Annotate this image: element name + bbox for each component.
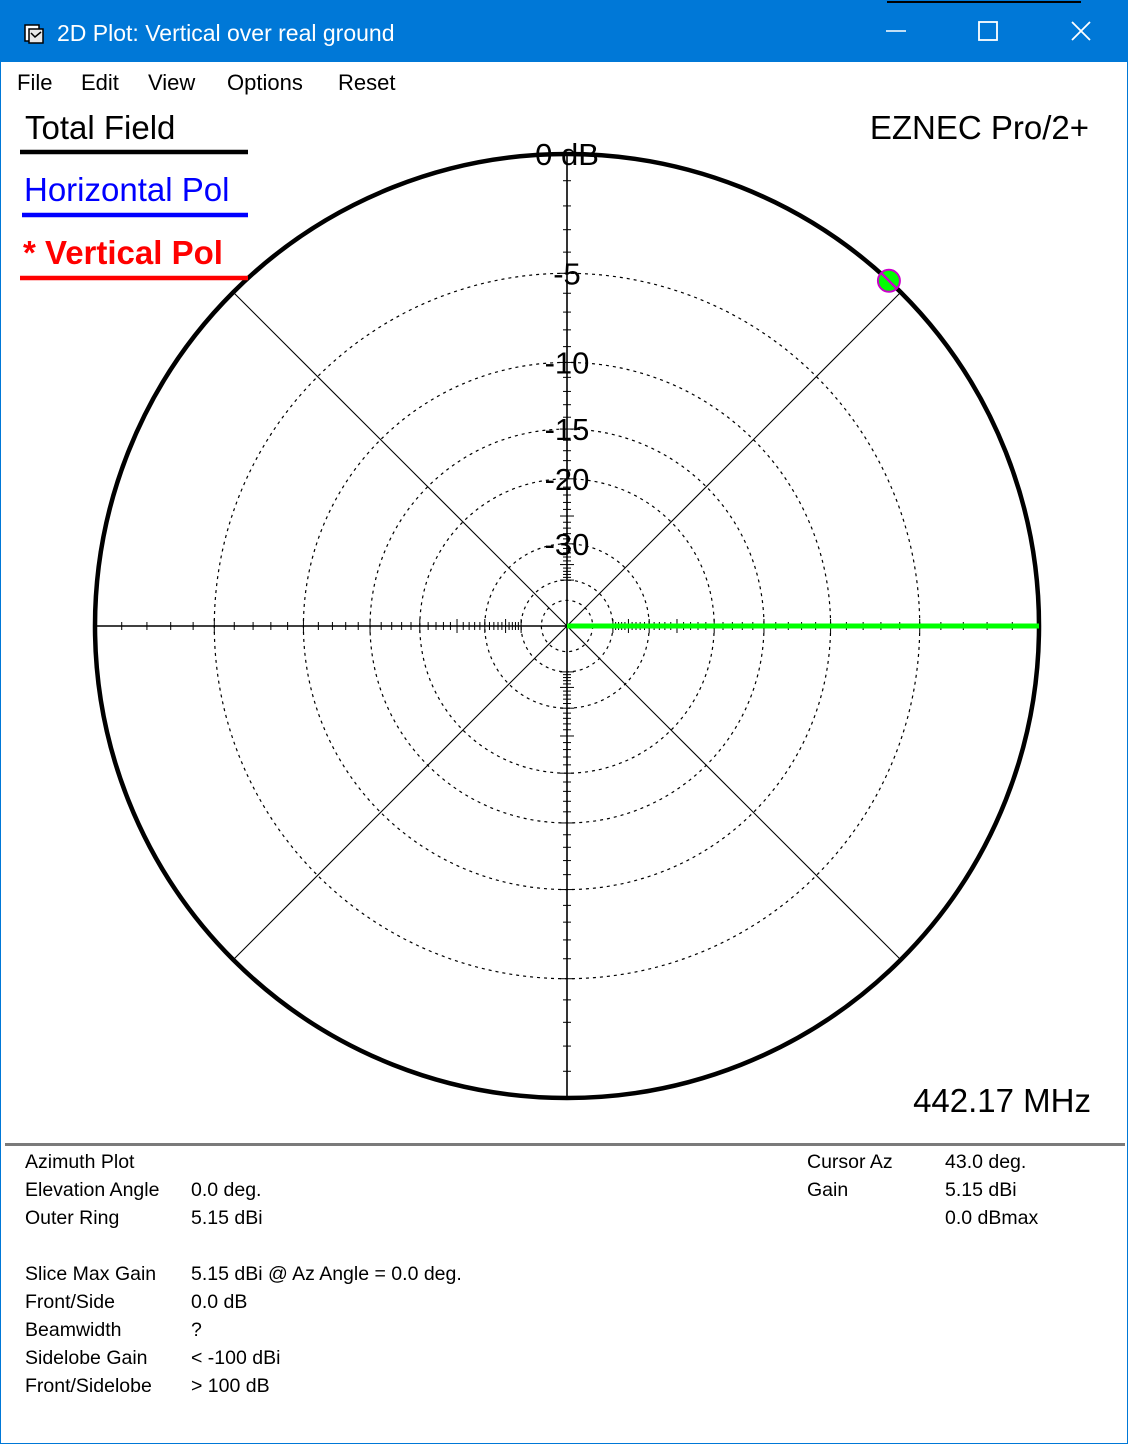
info-label-sidelobe-gain: Sidelobe Gain [25,1347,148,1369]
info-value-front-sidelobe: > 100 dB [191,1375,270,1397]
info-label-slice-max-gain: Slice Max Gain [25,1263,157,1285]
close-icon [1071,21,1091,41]
info-value-sidelobe-gain: < -100 dBi [191,1347,281,1369]
close-button[interactable] [1035,1,1127,62]
tick-group [121,180,1013,1072]
info-label-beamwidth: Beamwidth [25,1319,122,1341]
axis-315deg [566,625,902,961]
info-label-outer-ring: Outer Ring [25,1207,120,1229]
info-label-front-sidelobe: Front/Sidelobe [25,1375,152,1397]
ring-label: 0 dB [535,137,599,172]
ring-label: -5 [553,256,581,291]
legend-horizontal-label: Horizontal Pol [24,171,229,208]
menu-view[interactable]: View [148,70,196,95]
ring-label: -10 [545,345,590,380]
menu-file[interactable]: File [17,70,53,95]
info-panel: Azimuth Plot Elevation Angle 0.0 deg. Ou… [5,1146,1125,1441]
minimize-button[interactable] [850,1,942,62]
branding-label: EZNEC Pro/2+ [870,109,1089,146]
menu-options[interactable]: Options [227,70,303,95]
info-value-gain-dbmax: 0.0 dBmax [945,1207,1039,1229]
axis-135deg [232,291,568,627]
legend-total-label: Total Field [25,109,175,146]
title-bar[interactable]: 2D Plot: Vertical over real ground [1,1,1127,62]
info-value-beamwidth: ? [191,1319,202,1341]
maximize-button[interactable] [942,1,1034,62]
info-value-slice-max-gain: 5.15 dBi @ Az Angle = 0.0 deg. [191,1263,462,1285]
app-icon[interactable] [23,23,45,45]
plot-area[interactable]: 0 dB -5 -10 -15 -20 -30 Total Field Horizonta… [5,104,1125,1144]
pattern-group [567,268,1039,629]
window-title: 2D Plot: Vertical over real ground [57,20,395,46]
menu-bar: File Edit View Options Reset [1,62,1127,104]
info-value-cursor-az: 43.0 deg. [945,1151,1027,1173]
axis-225deg [232,625,568,961]
info-value-gain-dbi: 5.15 dBi [945,1179,1017,1201]
title-bar-edge-line [887,1,1081,3]
cursor-marker-slash [880,271,898,290]
frequency-label: 442.17 MHz [913,1082,1091,1119]
menu-reset[interactable]: Reset [338,70,396,95]
info-value-elevation-angle: 0.0 deg. [191,1179,262,1201]
info-label-elevation-angle: Elevation Angle [25,1179,160,1201]
info-label-azimuth-plot: Azimuth Plot [25,1151,135,1173]
ring-label: -15 [545,412,590,447]
maximize-icon [978,21,998,41]
info-value-front-side: 0.0 dB [191,1291,248,1313]
axis-45deg [566,291,902,627]
ring-label-group: 0 dB -5 -10 -15 -20 -30 [535,137,599,562]
info-label-gain: Gain [807,1179,849,1201]
info-label-front-side: Front/Side [25,1291,115,1313]
legend-vertical-label: * Vertical Pol [23,234,223,271]
polar-plot[interactable]: 0 dB -5 -10 -15 -20 -30 Total Field Horizonta… [1,1,1128,1144]
info-label-cursor-az: Cursor Az [807,1151,893,1173]
ring-label: -30 [545,527,590,562]
minimize-icon [886,30,906,32]
ring-label: -20 [545,462,590,497]
info-value-outer-ring: 5.15 dBi [191,1207,263,1229]
panel-divider [5,1143,1125,1146]
menu-edit[interactable]: Edit [81,70,119,95]
